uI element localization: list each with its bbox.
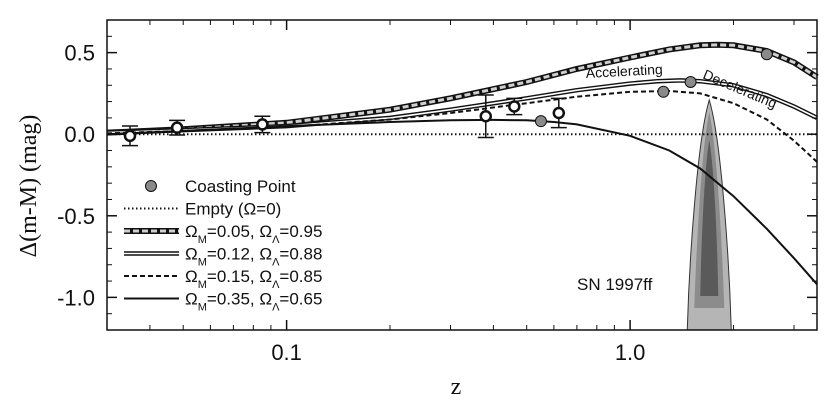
legend-item-s012: ΩM=0.12, ΩΛ=0.88 [124,245,322,269]
data-marker [552,106,566,120]
legend-item-s015: ΩM=0.15, ΩΛ=0.85 [124,267,322,291]
legend-label: Empty (Ω=0) [185,200,281,219]
data-marker [170,121,184,134]
series-line-s035 [106,118,818,285]
annotation-group: Accelerating Decelerating SN 1997ff [577,61,779,294]
accelerating-label: Accelerating [585,61,663,81]
axes-group: 0.5 0.0 -0.5 -1.0 0.1 1.0 [57,19,818,365]
legend-label: ΩM=0.15, ΩΛ=0.85 [185,267,322,291]
data-marker [256,118,269,131]
data-point [477,94,494,139]
series-line-s012-inner [106,79,818,134]
y-tick-label: 0.0 [64,122,95,147]
coasting-point [760,48,773,61]
coasting-point [534,115,547,128]
sn-label: SN 1997ff [577,275,653,294]
y-tick-label: -1.0 [57,285,95,310]
legend-label: ΩM=0.12, ΩΛ=0.88 [185,245,322,269]
legend-item-coasting: Coasting Point [145,177,296,196]
series-s005 [106,41,819,136]
series-group [106,41,819,285]
data-point [169,119,186,136]
contour-inner [700,140,719,296]
series-s035 [106,118,818,285]
y-tick-label: -0.5 [57,204,95,229]
legend-group: Coasting Point Empty (Ω=0) ΩM=0.05, ΩΛ=0.9… [124,177,322,314]
data-point [254,115,271,134]
data-marker [479,110,493,123]
legend-item-s005: ΩM=0.05, ΩΛ=0.95 [124,222,322,246]
y-axis-title: Δ(m-M) (mag) [16,115,42,258]
series-line-s005 [106,41,819,136]
legend-item-s035: ΩM=0.35, ΩΛ=0.65 [124,290,322,314]
plot-frame [106,19,818,331]
x-tick-label: 1.0 [615,340,646,365]
legend-label: ΩM=0.35, ΩΛ=0.65 [185,290,322,314]
y-tick-label: 0.5 [64,41,95,66]
legend-label: Coasting Point [185,177,296,196]
x-tick-label: 0.1 [271,340,302,365]
coasting-point [684,76,697,88]
data-point [121,125,138,147]
sn-contour-group [686,98,732,331]
series-s012 [106,78,818,135]
x-axis-title: z [451,374,462,400]
legend-symbol [145,180,157,192]
data-marker [508,100,521,113]
data-point [550,97,567,129]
coasting-point [657,85,670,98]
legend-label: ΩM=0.05, ΩΛ=0.95 [185,222,322,246]
legend-item-empty: Empty (Ω=0) [124,200,281,219]
data-marker [123,129,137,143]
data-point [506,97,523,116]
decelerating-label: Decelerating [701,66,780,111]
points-group [121,48,773,147]
